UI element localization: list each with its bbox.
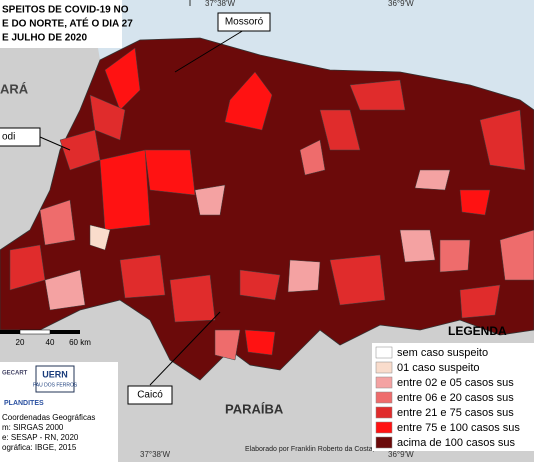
place-label: Mossoró — [225, 17, 264, 28]
municipality — [59, 129, 101, 171]
legend-swatch — [375, 421, 393, 434]
scale-segment — [19, 329, 51, 335]
legend-label: entre 02 e 05 casos sus — [397, 377, 514, 389]
sea — [90, 0, 534, 112]
coordinate-label: 37°38'W — [140, 450, 171, 459]
municipality — [224, 71, 273, 131]
info-line: ográfica: IBGE, 2015 — [2, 443, 77, 452]
municipality — [299, 139, 326, 176]
place-label: odi — [2, 132, 15, 143]
coordinate-label: 36°9'W — [388, 450, 414, 459]
callout-line — [39, 136, 71, 151]
credit: Elaborado por Franklin Roberto da Costa,… — [245, 446, 392, 453]
info-line: Coordenadas Geográficas — [2, 413, 95, 422]
municipality — [99, 149, 151, 231]
scale-bar: 20 40 60 km — [0, 329, 91, 347]
municipality — [459, 284, 501, 319]
municipality — [399, 229, 436, 263]
callout-line — [174, 29, 245, 73]
coordinate-label: 37°38'W — [205, 0, 236, 8]
municipality — [119, 254, 166, 299]
municipality — [239, 269, 281, 301]
municipality — [319, 109, 361, 151]
scale-label: 40 — [46, 338, 55, 347]
municipality — [414, 169, 451, 191]
logo: PAU DOS FERROS — [33, 382, 78, 388]
logo: PLANDITES — [4, 400, 44, 407]
municipality — [144, 149, 196, 196]
legend-swatch — [375, 436, 393, 449]
municipality — [499, 229, 534, 281]
legend-label: 01 caso suspeito — [397, 362, 480, 374]
callout-box — [0, 127, 41, 147]
legend-title: LEGENDA — [448, 324, 507, 338]
legend-label: entre 75 e 100 casos sus — [397, 422, 520, 434]
municipality — [439, 239, 471, 273]
callout-box — [217, 12, 271, 32]
scale-segment — [50, 330, 80, 334]
logo: GECART — [2, 371, 28, 377]
municipality — [329, 254, 386, 306]
place-label: Caicó — [137, 390, 163, 401]
legend-swatch — [375, 406, 393, 419]
legend-swatch — [375, 376, 393, 389]
legend-box — [372, 343, 534, 451]
legend-label: entre 06 e 20 casos sus — [397, 392, 514, 404]
municipality — [169, 274, 216, 323]
title-line: E JULHO DE 2020 — [2, 33, 87, 44]
municipality — [104, 47, 141, 111]
legend-label: entre 21 e 75 casos sus — [397, 407, 514, 419]
legend-swatch — [375, 346, 393, 359]
legend-swatch — [375, 361, 393, 374]
scale-label: 20 — [16, 338, 25, 347]
municipality — [39, 199, 76, 246]
municipality — [89, 94, 126, 141]
info-line: e: SESAP - RN, 2020 — [2, 433, 79, 442]
callout-line — [149, 311, 221, 386]
callout-box — [127, 385, 173, 405]
municipality — [459, 189, 491, 216]
municipality — [479, 109, 526, 171]
municipality — [244, 329, 276, 356]
legend: sem caso suspeito 01 caso suspeito entre 0… — [375, 346, 520, 449]
scale-label: 60 km — [69, 338, 91, 347]
legend-label: sem caso suspeito — [397, 347, 488, 359]
logo: UERN — [42, 369, 68, 379]
municipality — [89, 224, 111, 251]
logo-frame — [35, 365, 75, 393]
info-line: m: SIRGAS 2000 — [2, 423, 64, 432]
legend-swatch — [375, 391, 393, 404]
state-label: PARAÍBA — [225, 401, 284, 416]
legend-label: acima de 100 casos sus — [397, 437, 516, 449]
state-label: ARÁ — [0, 81, 29, 96]
title-line: E DO NORTE, ATÉ O DIA 27 — [2, 17, 133, 30]
municipality — [44, 269, 86, 311]
municipality — [214, 329, 241, 361]
municipality — [349, 79, 406, 111]
municipality — [194, 184, 226, 216]
coordinate-label: 36°9'W — [388, 0, 414, 8]
title-line: SPEITOS DE COVID-19 NO — [2, 5, 129, 16]
title-box — [0, 0, 122, 48]
municipality — [287, 259, 321, 293]
municipalities — [9, 47, 534, 361]
scale-segment — [0, 330, 20, 334]
